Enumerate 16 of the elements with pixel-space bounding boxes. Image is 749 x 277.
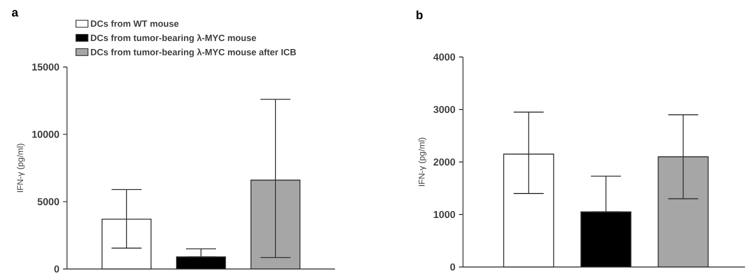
y-axis-title: IFN-γ (pg/ml) [418,138,426,186]
legend-label: DCs from tumor-bearing λ-MYC mouse [90,34,256,43]
y-tick-label: 15000 [32,63,60,71]
legend-label: DCs from tumor-bearing λ-MYC mouse after ICB [90,48,296,58]
y-tick-label: 0 [450,263,456,271]
chart-title: a [12,10,18,17]
y-tick-label: 1000 [434,210,456,218]
y-axis-title: IFN-γ (pg/ml) [16,144,25,192]
legend-label: DCs from WT mouse [90,20,179,27]
chart-title: b [416,10,423,20]
y-tick-label: 10000 [32,130,60,138]
y-tick-label: 5000 [38,198,60,206]
y-tick-label: 3000 [433,106,456,114]
y-tick-label: 0 [54,265,60,273]
y-tick-label: 2000 [434,158,456,166]
y-tick-label: 4000 [433,53,456,61]
